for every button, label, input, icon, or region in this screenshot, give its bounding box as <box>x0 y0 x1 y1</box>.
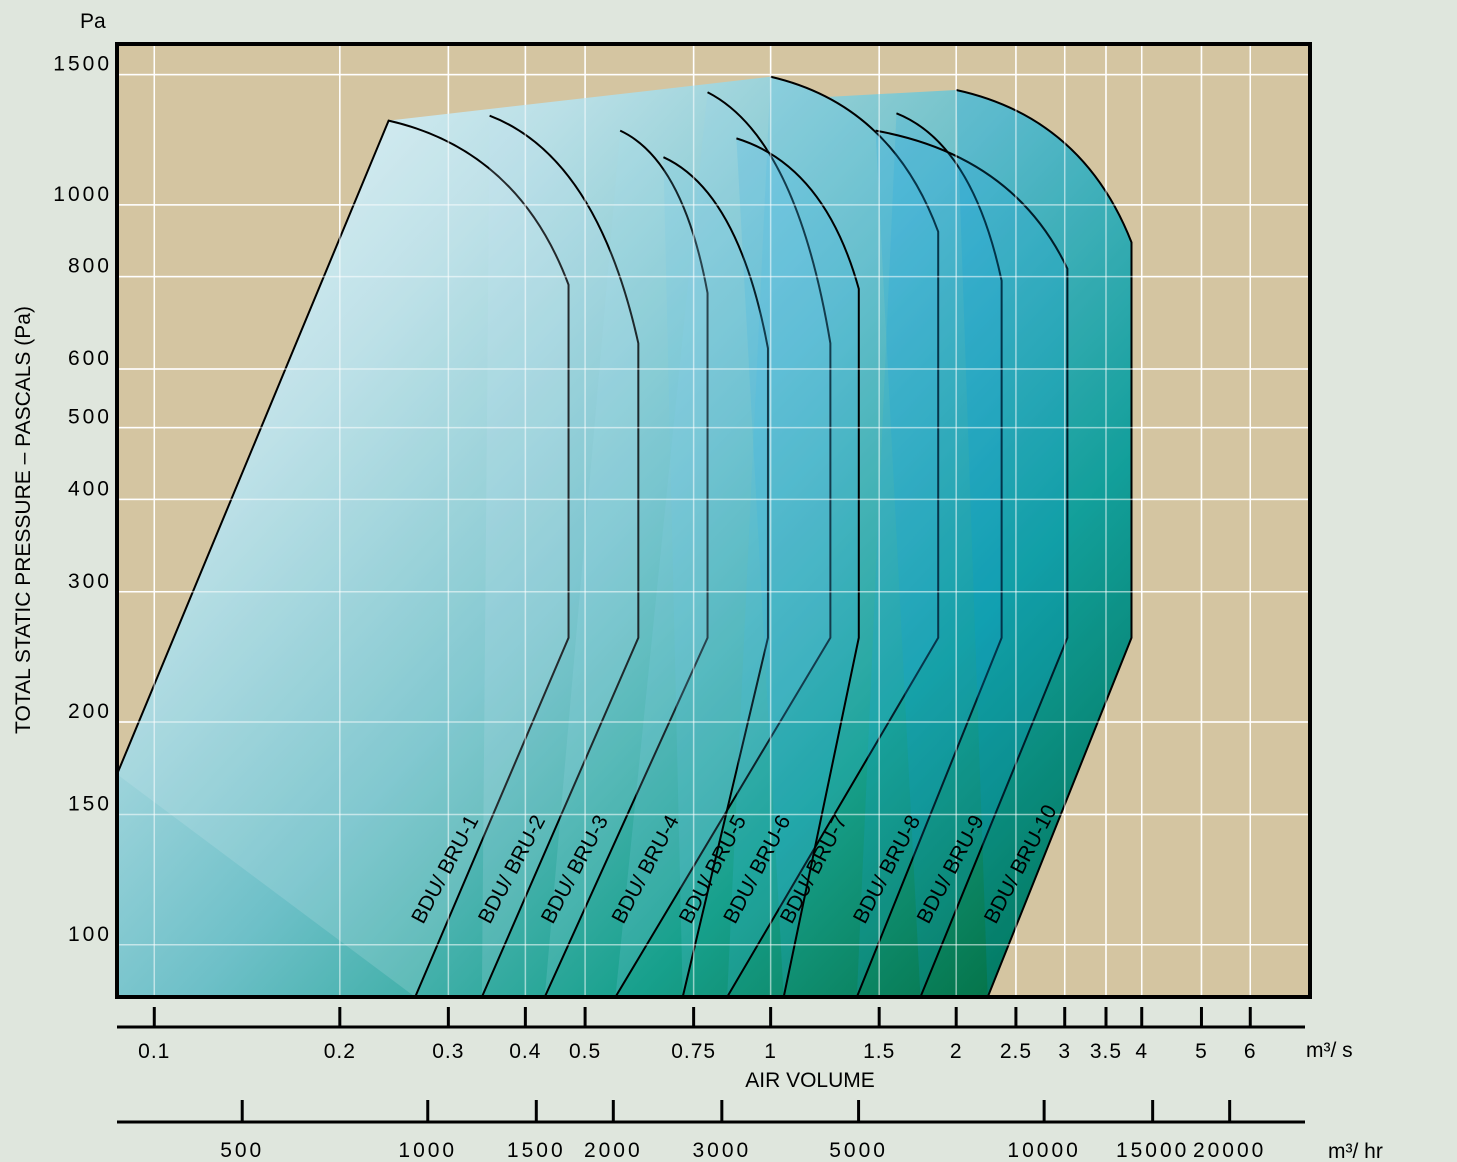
fan-curve-outline <box>663 156 769 997</box>
x-tick-label: 2.5 <box>1000 1040 1032 1063</box>
x-tick-label: 0.4 <box>509 1040 541 1063</box>
y-tick-label: 1000 <box>53 183 112 206</box>
y-tick-label: 1500 <box>53 53 112 76</box>
fan-curve-outline <box>736 137 860 997</box>
x-tick-label: 0.3 <box>432 1040 464 1063</box>
y-tick-label: 100 <box>68 923 112 946</box>
x-tick-label: 0.5 <box>569 1040 601 1063</box>
x-tick-label: 0.2 <box>324 1040 356 1063</box>
x2-tick-label: 500 <box>220 1139 264 1162</box>
x-tick-label: 5 <box>1195 1040 1208 1063</box>
x-tick-label: 6 <box>1244 1040 1257 1063</box>
fan-curve-outline <box>117 119 570 997</box>
fan-curve-fill <box>481 115 639 997</box>
fan-curve-outline <box>955 89 1133 997</box>
x-tick-label: 3.5 <box>1090 1040 1122 1063</box>
y-tick-label: 600 <box>68 347 112 370</box>
fan-curve-fill <box>663 157 768 997</box>
x2-tick-label: 15000 <box>1116 1139 1189 1162</box>
envelope-part <box>117 89 1132 997</box>
fan-curve-fill <box>615 92 831 997</box>
x2-unit-label: m³/ hr <box>1328 1140 1383 1162</box>
fan-curve-outline <box>726 75 940 997</box>
x-tick-label: 0.1 <box>138 1040 170 1063</box>
fan-curve-fill <box>956 89 1132 997</box>
x2-tick-label: 2000 <box>584 1139 643 1162</box>
x-tick-label: 0.75 <box>671 1040 716 1063</box>
x2-tick-label: 10000 <box>1007 1139 1080 1162</box>
x2-tick-label: 1000 <box>398 1139 457 1162</box>
fan-curve-fill <box>856 113 1002 997</box>
x2-tick-label: 20000 <box>1193 1139 1266 1162</box>
fan-curve-outline <box>614 91 832 997</box>
x-unit-label: m³/ s <box>1306 1039 1353 1062</box>
x-axis-m3hr: 500 1000 1500 2000 3000 5000 10000 15000 20000 <box>117 1100 1305 1162</box>
x-axis-title: AIR VOLUME <box>745 1069 875 1092</box>
x-tick-label: 4 <box>1135 1040 1148 1063</box>
y-tick-label: 200 <box>68 700 112 723</box>
y-tick-label: 150 <box>68 792 112 815</box>
x2-tick-label: 5000 <box>829 1139 888 1162</box>
fan-curve-fill <box>875 130 1068 997</box>
fan-curve-outline <box>855 112 1003 997</box>
x-tick-label: 2 <box>950 1040 963 1063</box>
y-axis-ticks: 100 150 200 300 400 500 600 800 1000 1500 <box>53 53 112 946</box>
x2-tick-label: 1500 <box>507 1139 566 1162</box>
fan-curve-fill <box>117 120 569 997</box>
y-tick-label: 300 <box>68 570 112 593</box>
plot-frame <box>115 42 1312 999</box>
fan-curves <box>117 75 1133 997</box>
y-tick-label: 800 <box>68 255 112 278</box>
fan-curve-fill <box>727 76 939 997</box>
x-tick-label: 1 <box>764 1040 777 1063</box>
fan-curve-outline <box>543 129 709 997</box>
y-axis-title: TOTAL STATIC PRESSURE – PASCALS (Pa) <box>12 306 35 734</box>
y-tick-label: 400 <box>68 477 112 500</box>
x-tick-label: 1.5 <box>863 1040 895 1063</box>
x-tick-label: 3 <box>1058 1040 1071 1063</box>
x-axis-m3s: 0.1 0.2 0.3 0.4 0.5 0.75 1 1.5 2 2.5 3 3.5 4 5 6 <box>117 1007 1305 1063</box>
grid-lines-overlay <box>117 44 1310 997</box>
x2-tick-label: 3000 <box>692 1139 751 1162</box>
y-unit-label: Pa <box>80 10 106 33</box>
y-tick-label: 500 <box>68 406 112 429</box>
fan-curve-outline <box>480 114 640 997</box>
